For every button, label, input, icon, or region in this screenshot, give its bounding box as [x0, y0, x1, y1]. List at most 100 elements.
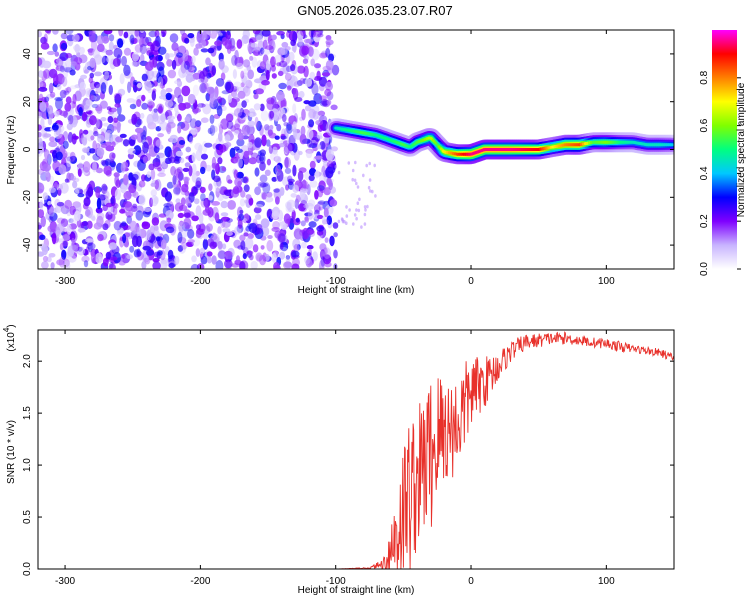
noise-speckle	[191, 238, 201, 247]
noise-speckle	[127, 81, 132, 94]
noise-speckle	[221, 216, 230, 222]
noise-speckle	[264, 169, 271, 176]
noise-speckle	[214, 212, 220, 222]
noise-speckle	[221, 219, 231, 228]
noise-speckle	[265, 69, 270, 81]
noise-speckle	[95, 167, 103, 174]
noise-speckle	[236, 138, 245, 147]
noise-speckle	[106, 129, 112, 135]
noise-speckle	[326, 177, 332, 186]
noise-speckle	[205, 82, 211, 89]
noise-speckle	[319, 184, 326, 193]
noise-speckle	[302, 58, 309, 64]
noise-speckle	[285, 255, 291, 264]
noise-speckle	[243, 184, 250, 193]
noise-speckle	[143, 257, 150, 263]
snr-y-ticks: 0.0 0.5 1.0 1.5 2.0	[22, 354, 674, 576]
noise-speckle	[232, 186, 240, 195]
noise-speckle	[276, 30, 285, 36]
noise-speckle	[59, 65, 65, 73]
noise-speckle	[61, 249, 67, 260]
noise-speckle	[185, 146, 192, 153]
noise-speckle	[80, 74, 88, 80]
noise-speckle	[311, 83, 319, 96]
noise-speckle	[107, 137, 113, 143]
noise-speckle	[324, 88, 332, 97]
noise-speckle	[126, 98, 135, 103]
noise-speckle	[332, 222, 339, 229]
noise-speckle	[333, 232, 338, 238]
noise-speckle	[305, 38, 314, 43]
noise-speckle	[368, 178, 372, 182]
noise-speckle	[92, 160, 97, 173]
noise-speckle	[233, 93, 239, 100]
noise-speckle	[155, 236, 161, 242]
noise-speckle	[42, 60, 52, 69]
noise-speckle	[303, 100, 311, 105]
noise-speckle	[161, 161, 169, 170]
noise-speckle	[260, 110, 269, 122]
noise-speckle	[276, 123, 282, 132]
noise-speckle	[330, 104, 338, 111]
noise-speckle	[126, 254, 133, 260]
noise-speckle	[199, 186, 206, 194]
noise-speckle	[279, 242, 284, 250]
noise-speckle	[188, 165, 193, 177]
noise-speckle	[164, 191, 172, 202]
noise-speckle	[207, 195, 213, 201]
noise-speckle	[187, 33, 195, 39]
noise-speckle	[307, 209, 314, 220]
noise-speckle	[72, 34, 80, 42]
noise-speckle	[271, 227, 281, 232]
noise-speckle	[229, 147, 236, 159]
noise-speckle	[51, 232, 57, 245]
noise-speckle	[151, 195, 159, 207]
noise-speckle	[266, 99, 275, 111]
noise-speckle	[240, 240, 246, 251]
noise-speckle	[311, 136, 319, 146]
noise-speckle	[270, 65, 276, 72]
noise-speckle	[95, 207, 103, 214]
noise-speckle	[69, 230, 78, 243]
noise-speckle	[148, 163, 155, 171]
noise-speckle	[193, 184, 203, 191]
noise-speckle	[77, 168, 82, 177]
noise-speckle	[101, 160, 109, 167]
noise-speckle	[255, 88, 264, 95]
noise-speckle	[184, 37, 190, 44]
noise-speckle	[102, 257, 109, 267]
noise-speckle	[246, 124, 255, 136]
noise-speckle	[226, 120, 234, 130]
noise-speckle	[254, 186, 261, 196]
noise-speckle	[214, 180, 222, 192]
noise-speckle	[149, 234, 157, 244]
noise-speckle	[236, 171, 244, 179]
noise-speckle	[60, 32, 68, 40]
noise-speckle	[245, 79, 253, 89]
noise-speckle	[181, 72, 188, 78]
noise-speckle	[217, 157, 223, 165]
noise-speckle	[254, 116, 259, 128]
noise-speckle	[178, 140, 186, 145]
noise-speckle	[96, 147, 105, 157]
colorbar-tick-label: 0.6	[699, 118, 710, 132]
noise-speckle	[175, 171, 184, 182]
noise-speckle	[211, 233, 218, 241]
noise-speckle	[295, 217, 300, 223]
noise-speckle	[49, 136, 56, 143]
noise-speckle	[278, 82, 287, 90]
noise-speckle	[275, 196, 280, 205]
noise-speckle	[199, 247, 206, 255]
noise-speckle	[273, 188, 280, 193]
noise-speckle	[189, 118, 198, 129]
noise-speckle	[286, 199, 296, 208]
noise-speckle	[354, 160, 357, 165]
noise-speckle	[220, 200, 228, 209]
snr-y-label: SNR (10 * v/v)	[6, 420, 17, 484]
noise-speckle	[292, 31, 298, 44]
noise-speckle	[46, 30, 52, 35]
noise-speckle	[137, 250, 142, 257]
noise-speckle	[250, 42, 258, 48]
noise-speckle	[249, 112, 254, 118]
svg-text:(x104): (x104)	[2, 324, 17, 351]
